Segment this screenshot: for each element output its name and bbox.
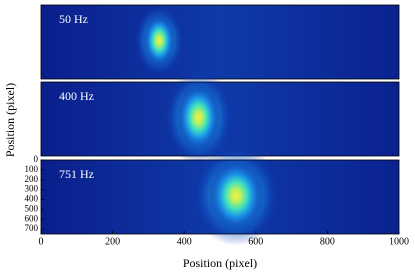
y-axis-label: Position (pixel) — [3, 83, 17, 157]
intensity-blob — [176, 83, 221, 152]
y-tick-label: 400 — [25, 194, 39, 204]
panel-frame — [40, 159, 400, 235]
y-tick-label: 200 — [25, 174, 39, 184]
x-tick-label: 0 — [39, 236, 44, 247]
x-axis-label: Position (pixel) — [183, 256, 257, 270]
panel-label: 50 Hz — [59, 12, 88, 26]
x-tick-label: 400 — [177, 236, 192, 247]
x-tick-label: 600 — [248, 236, 263, 247]
y-tick-label: 300 — [25, 184, 39, 194]
x-tick-label: 1000 — [389, 236, 409, 247]
intensity-blob — [208, 159, 265, 232]
panel-label: 400 Hz — [59, 89, 94, 103]
x-tick-label: 800 — [320, 236, 335, 247]
panel-label: 751 Hz — [59, 167, 94, 181]
y-tick-label: 700 — [25, 223, 39, 233]
y-tick-label: 600 — [25, 213, 39, 223]
y-tick-label: 100 — [25, 164, 39, 174]
panel-frame — [40, 4, 400, 80]
y-tick-label: 0 — [34, 154, 39, 164]
intensity-blob — [143, 14, 176, 67]
panel-background — [41, 5, 399, 79]
x-tick-label: 200 — [105, 236, 120, 247]
y-tick-label: 500 — [25, 203, 39, 213]
